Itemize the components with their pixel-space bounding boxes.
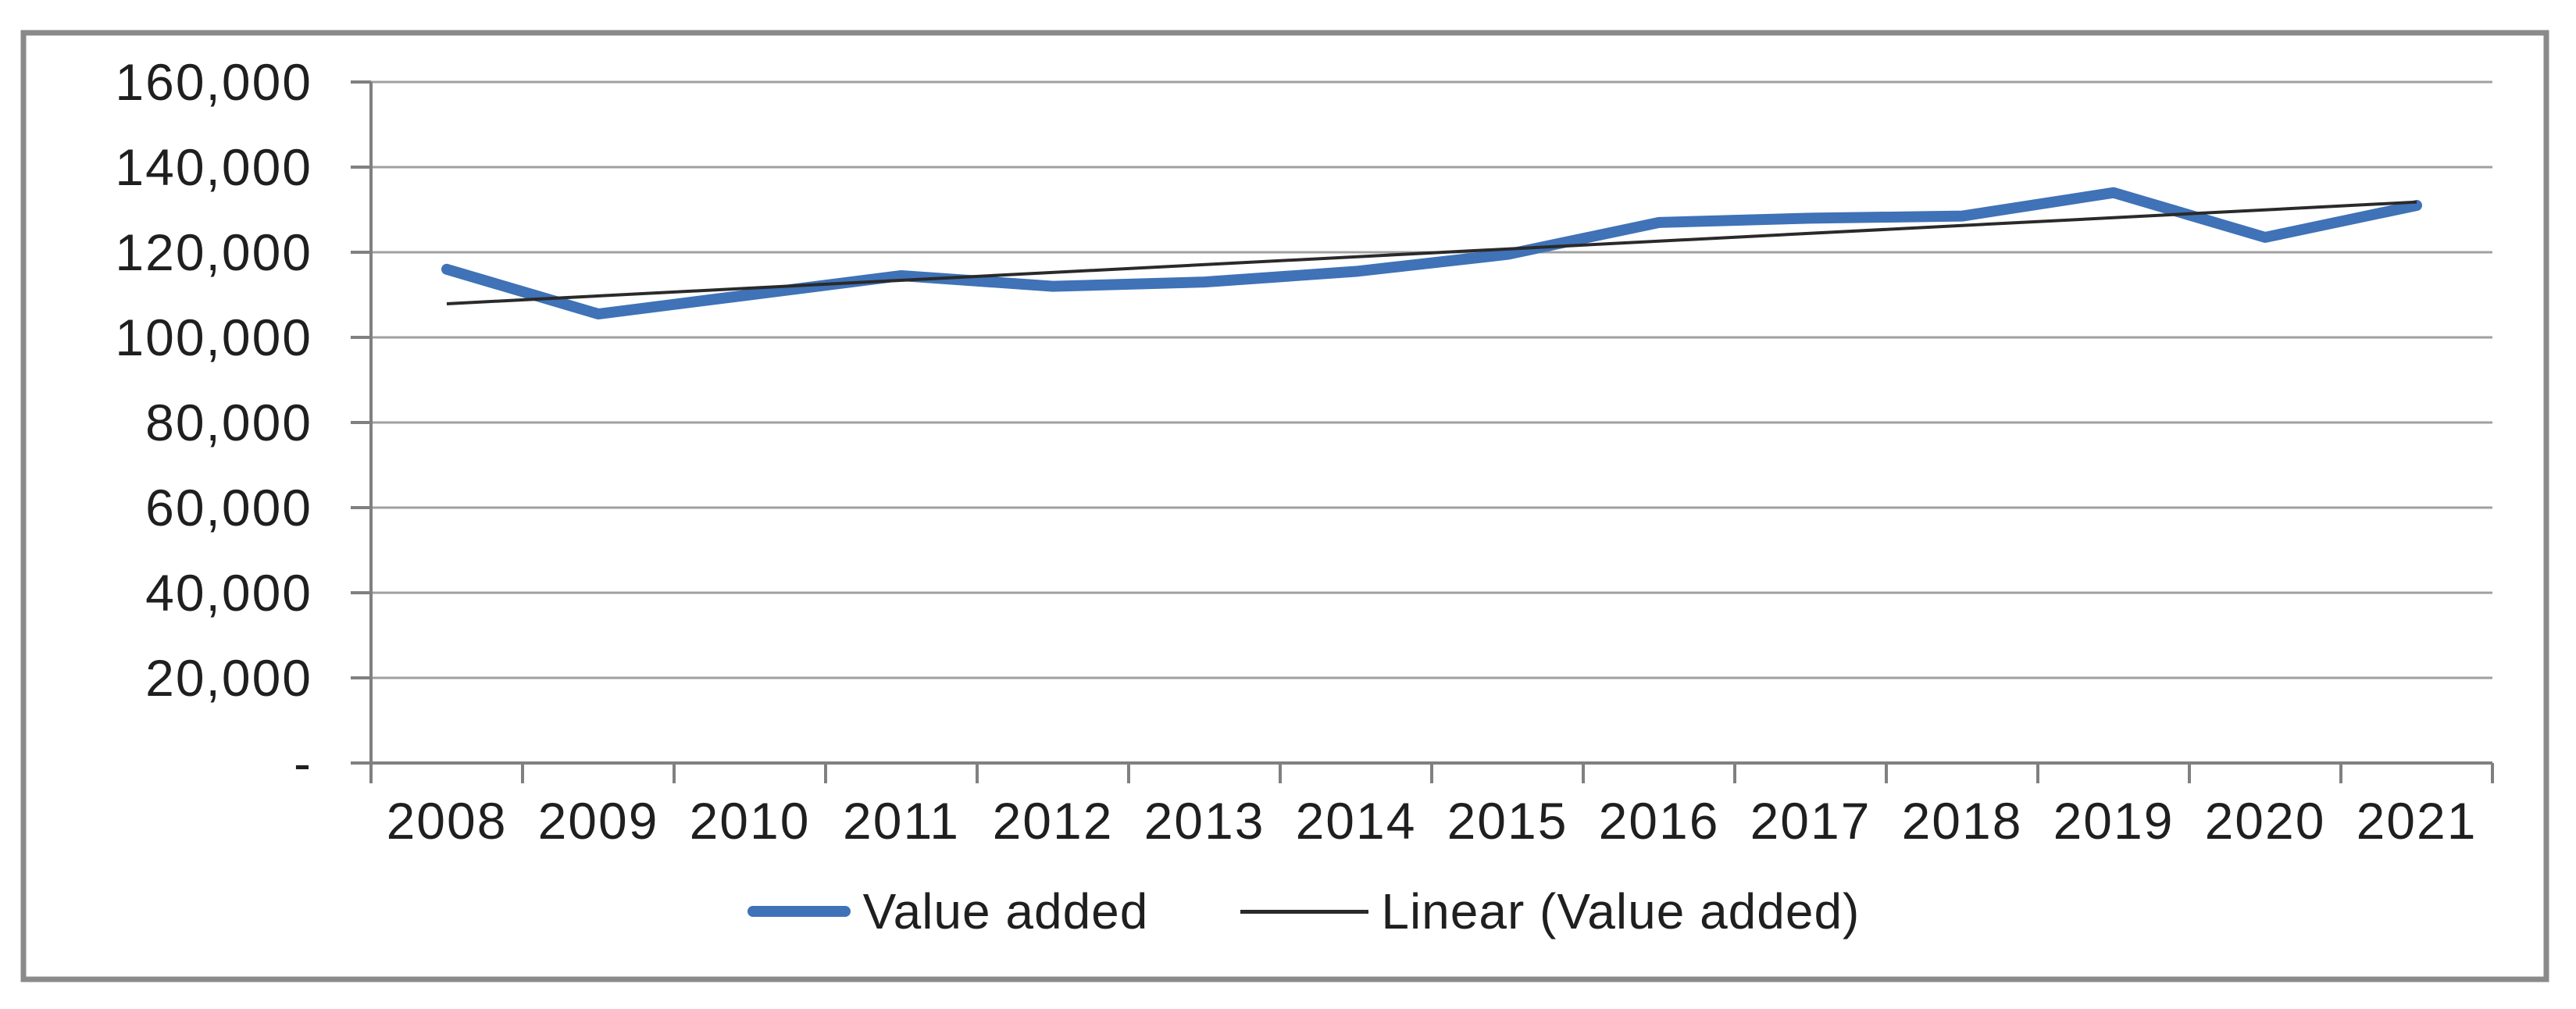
y-tick-label: 20,000 — [145, 649, 312, 707]
x-tick-label: 2010 — [690, 792, 811, 850]
x-tick-label: 2012 — [993, 792, 1114, 850]
value-added-line — [441, 187, 2422, 320]
x-tick-label: 2017 — [1750, 792, 1871, 850]
legend-label: Linear (Value added) — [1381, 883, 1861, 939]
x-tick-label: 2018 — [1902, 792, 2023, 850]
chart-border — [20, 30, 2549, 982]
x-tick-label: 2020 — [2205, 792, 2326, 850]
x-tick-label: 2011 — [843, 792, 960, 850]
y-tick-label: 40,000 — [145, 564, 312, 622]
value-added-line-swatch — [747, 906, 851, 917]
y-tick-label: 140,000 — [115, 138, 312, 196]
x-tick-label: 2015 — [1447, 792, 1568, 850]
trendline-swatch — [1240, 909, 1369, 914]
y-tick-label: - — [294, 734, 312, 792]
x-tick-label: 2021 — [2357, 792, 2478, 850]
x-tick-label: 2013 — [1144, 792, 1265, 850]
legend-item-linear-trend: Linear (Value added) — [1240, 882, 1860, 940]
y-tick-label: 120,000 — [115, 223, 312, 281]
y-tick-label: 100,000 — [115, 308, 312, 366]
y-tick-label: 160,000 — [115, 53, 312, 111]
trendline — [446, 200, 2417, 305]
x-tick-label: 2016 — [1599, 792, 1720, 850]
x-tick-label: 2019 — [2053, 792, 2175, 850]
legend-item-value-added: Value added — [747, 882, 1149, 940]
x-tick-label: 2008 — [387, 792, 508, 850]
y-tick-label: 60,000 — [145, 479, 312, 537]
chart-legend: Value added Linear (Value added) — [16, 868, 2576, 954]
legend-label: Value added — [862, 883, 1149, 939]
y-tick-label: 80,000 — [145, 394, 312, 451]
x-tick-label: 2009 — [538, 792, 659, 850]
x-tick-label: 2014 — [1296, 792, 1417, 850]
